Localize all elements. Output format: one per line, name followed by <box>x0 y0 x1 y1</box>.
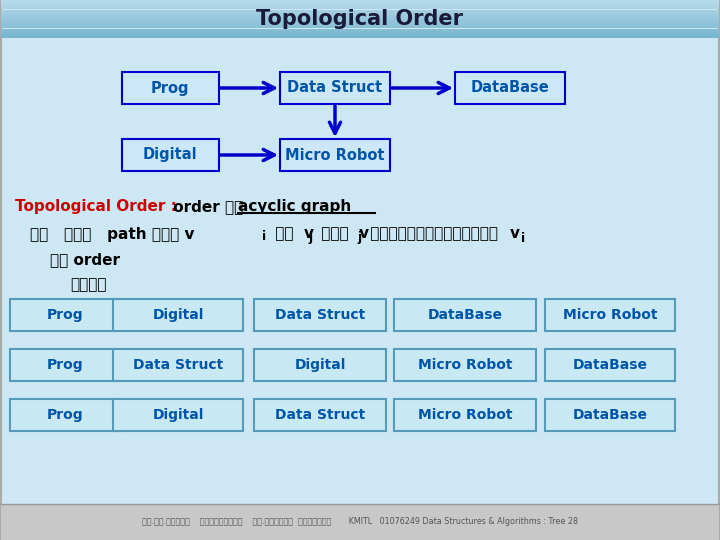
FancyBboxPatch shape <box>254 299 386 331</box>
Text: DataBase: DataBase <box>471 80 549 96</box>
Text: DataBase: DataBase <box>572 358 647 372</box>
FancyBboxPatch shape <box>545 349 675 381</box>
Bar <box>1 23 719 24</box>
Bar <box>1 3 719 4</box>
Bar <box>1 6 719 8</box>
Text: ใน order: ใน order <box>50 253 120 267</box>
FancyBboxPatch shape <box>455 72 565 104</box>
Text: Topological Order :: Topological Order : <box>15 199 182 214</box>
Text: รศ.ดร.บุญธร    เครือตราช    รศ.กฤษดอน  ศรีปรดิ       KMITL   01076249 Data Struc: รศ.ดร.บุญธร เครือตราช รศ.กฤษดอน ศรีปรดิ … <box>142 517 578 526</box>
FancyBboxPatch shape <box>394 399 536 431</box>
Bar <box>1 16 719 17</box>
Text: Micro Robot: Micro Robot <box>563 308 657 322</box>
Text: Data Struct: Data Struct <box>287 80 382 96</box>
Bar <box>1 17 719 18</box>
Text: Topological Order: Topological Order <box>256 9 464 29</box>
FancyBboxPatch shape <box>280 72 390 104</box>
Text: DataBase: DataBase <box>428 308 503 322</box>
FancyBboxPatch shape <box>122 139 218 171</box>
Bar <box>1 37 719 38</box>
FancyBboxPatch shape <box>10 399 120 431</box>
FancyBboxPatch shape <box>113 299 243 331</box>
Bar <box>1 24 719 25</box>
Text: v: v <box>510 226 520 241</box>
FancyBboxPatch shape <box>394 349 536 381</box>
Text: Prog: Prog <box>150 80 189 96</box>
Text: Micro Robot: Micro Robot <box>418 358 512 372</box>
Text: j: j <box>308 231 312 244</box>
FancyBboxPatch shape <box>113 399 243 431</box>
Text: Data Struct: Data Struct <box>275 308 365 322</box>
Bar <box>1 19 719 20</box>
Bar <box>1 9 719 10</box>
Bar <box>1 0 719 1</box>
Bar <box>1 5 719 6</box>
Bar <box>1 15 719 16</box>
FancyBboxPatch shape <box>113 349 243 381</box>
FancyBboxPatch shape <box>10 299 120 331</box>
Bar <box>1 14 719 15</box>
Text: Digital: Digital <box>294 358 346 372</box>
Bar <box>1 29 719 30</box>
FancyBboxPatch shape <box>545 299 675 331</box>
Bar <box>1 22 719 23</box>
Bar <box>1 32 719 33</box>
Bar <box>1 33 719 34</box>
Text: ถง  v: ถง v <box>270 226 314 241</box>
Text: DataBase: DataBase <box>572 408 647 422</box>
FancyBboxPatch shape <box>254 349 386 381</box>
Bar <box>1 12 719 14</box>
FancyBboxPatch shape <box>280 139 390 171</box>
FancyBboxPatch shape <box>10 349 120 381</box>
Bar <box>1 28 719 29</box>
Bar <box>1 11 719 12</box>
FancyBboxPatch shape <box>545 399 675 431</box>
Text: order ใน: order ใน <box>168 199 248 214</box>
Text: i: i <box>262 231 266 244</box>
Text: i: i <box>521 232 525 245</box>
Text: j: j <box>357 231 361 244</box>
Text: Digital: Digital <box>143 147 197 163</box>
Text: Data Struct: Data Struct <box>133 358 223 372</box>
Text: Digital: Digital <box>153 408 204 422</box>
Text: Digital: Digital <box>153 308 204 322</box>
Bar <box>1 35 719 36</box>
Bar <box>1 1 719 2</box>
FancyBboxPatch shape <box>394 299 536 331</box>
Bar <box>1 2 719 3</box>
Text: Prog: Prog <box>47 408 84 422</box>
Bar <box>1 8 719 9</box>
Bar <box>1 34 719 35</box>
Text: ชง   ถาม   path จาก v: ชง ถาม path จาก v <box>30 226 194 241</box>
FancyBboxPatch shape <box>122 72 218 104</box>
Text: เช่น: เช่น <box>70 278 107 293</box>
Text: acyclic graph: acyclic graph <box>238 199 351 214</box>
Bar <box>1 25 719 26</box>
FancyBboxPatch shape <box>254 399 386 431</box>
Bar <box>1 30 719 31</box>
Bar <box>1 26 719 28</box>
Text: แลว  v: แลว v <box>316 226 369 241</box>
Text: จะต้องอยู่หลัง: จะต้องอยู่หลัง <box>365 226 498 241</box>
Bar <box>1 10 719 11</box>
Bar <box>1 504 719 540</box>
Text: Prog: Prog <box>47 358 84 372</box>
Bar <box>1 36 719 37</box>
Text: Data Struct: Data Struct <box>275 408 365 422</box>
Bar <box>1 18 719 19</box>
Text: Micro Robot: Micro Robot <box>418 408 512 422</box>
Text: Micro Robot: Micro Robot <box>285 147 384 163</box>
Text: Prog: Prog <box>47 308 84 322</box>
Bar <box>1 20 719 21</box>
Bar <box>1 25 719 26</box>
Bar <box>1 4 719 5</box>
Bar <box>1 21 719 22</box>
Bar <box>1 31 719 32</box>
